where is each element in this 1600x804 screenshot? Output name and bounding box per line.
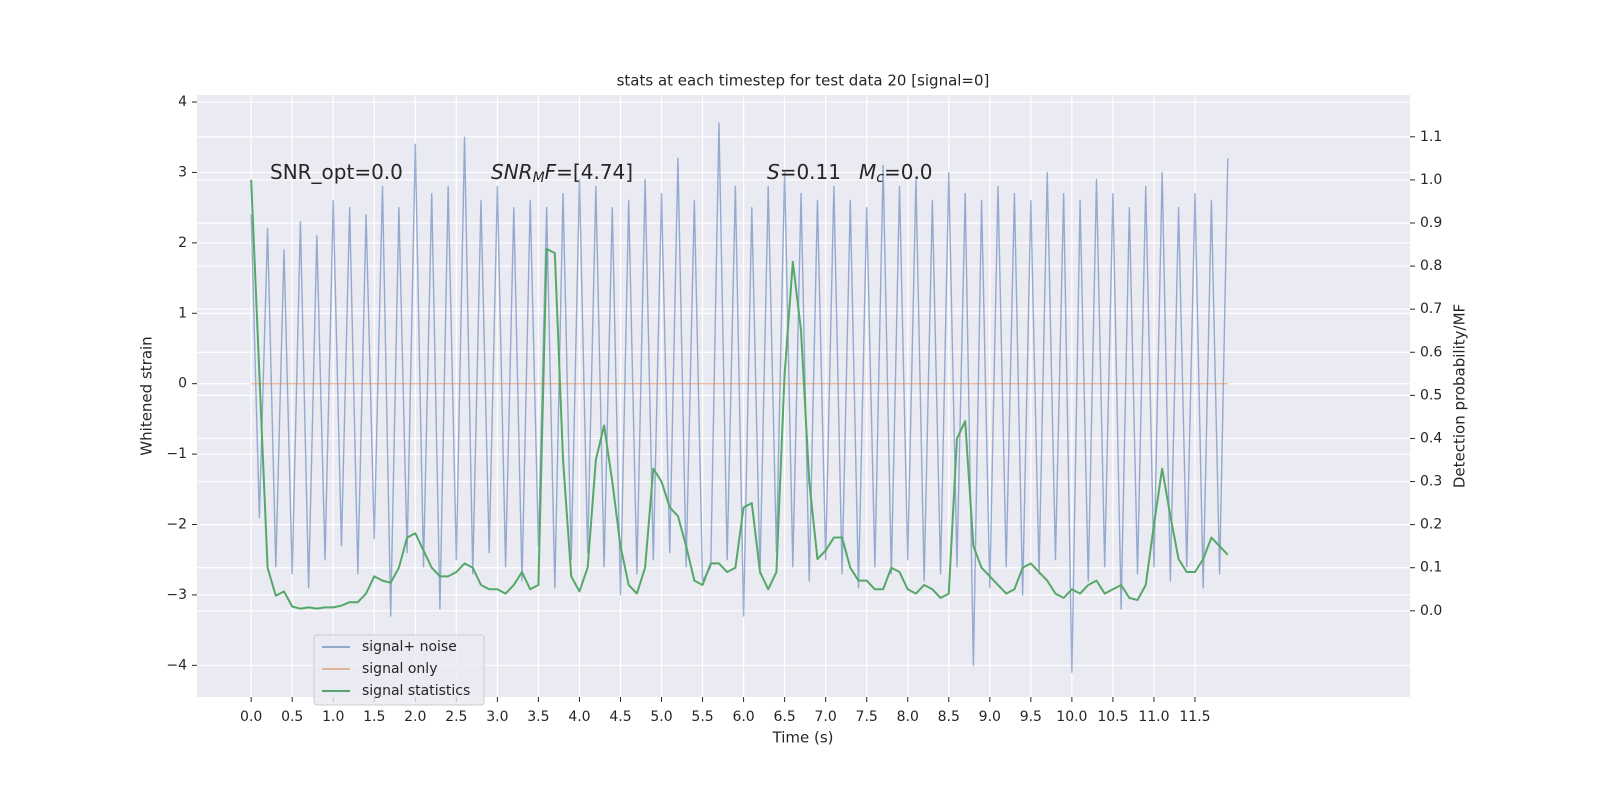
annotation-part: =[4.74]: [556, 160, 633, 184]
y2-tick-label: 0.8: [1420, 258, 1442, 274]
chart-title: stats at each timestep for test data 20 …: [617, 72, 990, 90]
x-tick-label: 9.5: [1020, 709, 1042, 725]
x-tick-label: 8.0: [897, 709, 919, 725]
x-tick-label: 4.0: [568, 709, 590, 725]
x-tick-label: 0.5: [281, 709, 303, 725]
x-tick-label: 3.0: [486, 709, 508, 725]
y2-tick-label: 0.0: [1420, 603, 1442, 619]
x-tick-label: 5.0: [650, 709, 672, 725]
x-tick-label: 1.0: [322, 709, 344, 725]
annotation-part: =0.0: [884, 160, 933, 184]
y2-tick-label: 0.6: [1420, 344, 1442, 360]
annotation-part: =0.11: [780, 160, 841, 184]
x-axis-label: Time (s): [772, 729, 834, 747]
y2-tick-label: 0.3: [1420, 474, 1442, 490]
annotation-part: S: [767, 160, 780, 184]
y-tick-label: −3: [166, 587, 187, 603]
legend-box: [313, 634, 485, 706]
y2-tick-label: 0.1: [1420, 560, 1442, 576]
legend-label: signal only: [362, 661, 437, 677]
annotation-part: SNR_opt=0.0: [270, 160, 403, 184]
annotation-part: SNR: [491, 160, 533, 184]
x-tick-label: 10.0: [1056, 709, 1087, 725]
x-tick-label: 4.5: [609, 709, 631, 725]
x-tick-label: 11.0: [1138, 709, 1169, 725]
y-tick-label: 2: [178, 235, 187, 251]
x-tick-label: 6.0: [732, 709, 754, 725]
y-tick-label: 4: [178, 94, 187, 110]
x-tick-label: 1.5: [363, 709, 385, 725]
x-tick-label: 7.5: [856, 709, 878, 725]
legend-label: signal statistics: [362, 683, 470, 699]
y-tick-label: −1: [166, 446, 187, 462]
x-tick-label: 8.5: [938, 709, 960, 725]
annotation-part: F: [545, 160, 557, 184]
x-tick-label: 2.0: [404, 709, 426, 725]
y-tick-label: 3: [178, 164, 187, 180]
series-line: [250, 179, 1229, 610]
x-tick-label: 5.5: [691, 709, 713, 725]
y2-tick-label: 0.7: [1420, 301, 1442, 317]
marks: [250, 122, 1229, 674]
y2-tick-label: 0.2: [1420, 517, 1442, 533]
y-tick-label: 0: [178, 376, 187, 392]
annotation: Mc=0.0: [859, 160, 933, 187]
y-tick-label: 1: [178, 305, 187, 321]
annotation-part: c: [876, 170, 884, 186]
y2-tick-label: 0.5: [1420, 387, 1442, 403]
plot-area: [197, 95, 1410, 697]
x-tick-label: 10.5: [1097, 709, 1128, 725]
legend-label: signal+ noise: [362, 639, 457, 655]
y2-tick-label: 0.9: [1420, 215, 1442, 231]
annotation-part: M: [533, 170, 545, 186]
x-tick-label: 3.5: [527, 709, 549, 725]
x-tick-label: 9.0: [979, 709, 1001, 725]
x-tick-label: 7.0: [815, 709, 837, 725]
annotation: S=0.11: [767, 160, 841, 184]
y2-axis-label: Detection probability/MF: [1451, 304, 1469, 488]
series-line: [250, 122, 1229, 674]
annotation: SNRMF=[4.74]: [491, 160, 633, 187]
x-tick-label: 2.5: [445, 709, 467, 725]
y-axis-label: Whitened strain: [138, 336, 156, 455]
x-tick-label: 6.5: [773, 709, 795, 725]
y-tick-label: −4: [166, 657, 187, 673]
x-tick-label: 11.5: [1179, 709, 1210, 725]
annotation: SNR_opt=0.0: [270, 160, 403, 184]
y2-tick-label: 1.0: [1420, 172, 1442, 188]
y2-tick-label: 1.1: [1420, 129, 1442, 145]
x-tick-label: 0.0: [240, 709, 262, 725]
annotation-part: M: [859, 160, 876, 184]
y2-tick-label: 0.4: [1420, 430, 1442, 446]
y-tick-label: −2: [166, 516, 187, 532]
